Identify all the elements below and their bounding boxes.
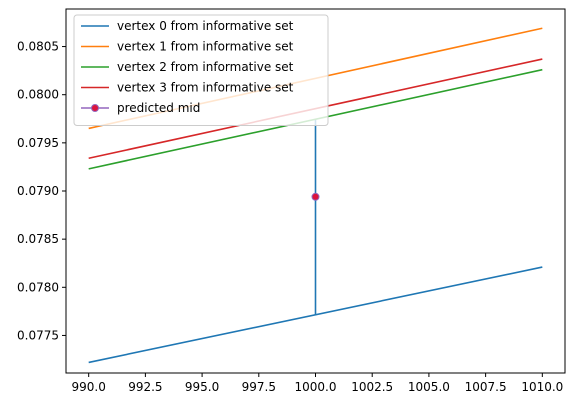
y-tick-label: 0.0790 <box>17 184 59 198</box>
y-tick-label: 0.0785 <box>17 232 59 246</box>
x-tick-label: 1005.0 <box>408 380 450 394</box>
y-tick-label: 0.0795 <box>17 136 59 150</box>
x-tick-label: 1000.0 <box>295 380 337 394</box>
x-tick-label: 1007.5 <box>465 380 507 394</box>
legend-label: vertex 1 from informative set <box>117 40 294 54</box>
legend-box <box>73 14 329 126</box>
y-tick-label: 0.0805 <box>17 40 59 54</box>
legend-marker <box>91 104 99 112</box>
y-tick-label: 0.0780 <box>17 280 59 294</box>
predicted-mid-point <box>311 192 320 201</box>
legend-label: vertex 2 from informative set <box>117 60 294 74</box>
x-tick-label: 992.5 <box>128 380 162 394</box>
x-tick-label: 990.0 <box>72 380 106 394</box>
legend-label: predicted mid <box>117 101 200 115</box>
y-axis: 0.0775 0.0780 0.0785 0.0790 0.0795 0.0800 0.08… <box>17 40 66 342</box>
x-tick-label: 1010.0 <box>521 380 563 394</box>
legend: vertex 0 from informative set vertex 1 fr… <box>73 14 329 126</box>
y-tick-label: 0.0800 <box>17 88 59 102</box>
legend-label: vertex 3 from informative set <box>117 81 294 95</box>
y-tick-label: 0.0775 <box>17 328 59 342</box>
x-tick-label: 995.0 <box>185 380 219 394</box>
x-tick-label: 997.5 <box>242 380 276 394</box>
x-axis: 990.0 992.5 995.0 997.5 1000.0 1002.5 1005.0 10… <box>72 373 563 394</box>
x-tick-label: 1002.5 <box>351 380 393 394</box>
series-line-0 <box>88 266 543 364</box>
legend-label: vertex 0 from informative set <box>117 19 294 33</box>
